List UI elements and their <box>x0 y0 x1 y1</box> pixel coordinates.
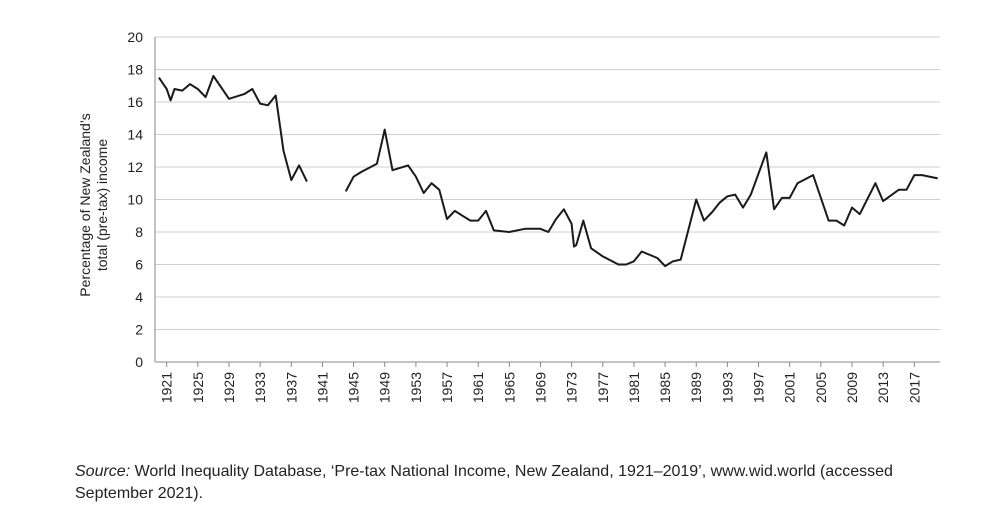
x-tick-label: 1989 <box>688 372 704 403</box>
data-series <box>158 75 938 268</box>
x-tick-label: 1929 <box>221 372 237 403</box>
source-text: World Inequality Database, ‘Pre-tax Nati… <box>75 463 893 502</box>
y-tick-label: 4 <box>135 289 143 305</box>
series-line-segment-2 <box>344 128 938 268</box>
x-tick-label: 2009 <box>844 372 860 403</box>
y-tick-label: 14 <box>127 127 143 143</box>
x-tick-label: 1969 <box>532 372 548 403</box>
x-tick-label: 1957 <box>439 372 455 403</box>
y-tick-label: 18 <box>127 62 143 78</box>
x-tick-label: 1937 <box>283 372 299 403</box>
source-note: Source: World Inequality Database, ‘Pre-… <box>75 461 975 505</box>
axes <box>154 37 940 363</box>
x-tick-label: 1981 <box>626 372 642 403</box>
x-tick-label: 1973 <box>564 372 580 403</box>
gridlines <box>155 36 940 330</box>
source-label: Source: <box>75 463 131 480</box>
x-tick-label: 2001 <box>782 372 798 403</box>
y-axis-label-line-1: Percentage of New Zealand’s <box>77 113 93 296</box>
x-tick-label: 1933 <box>252 372 268 403</box>
x-tick-label: 1993 <box>719 372 735 403</box>
x-tick-label: 2013 <box>875 372 891 403</box>
y-tick-label: 10 <box>127 192 143 208</box>
x-tick-label: 1997 <box>751 372 767 403</box>
x-tick-label: 2005 <box>813 372 829 403</box>
y-axis-label-line-2: total (pre-tax) income <box>94 139 110 271</box>
x-tick-label: 1945 <box>346 372 362 403</box>
x-tick-label: 1985 <box>657 372 673 403</box>
y-tick-label: 6 <box>135 257 143 273</box>
x-tick-label: 1949 <box>377 372 393 403</box>
x-tick-labels: 1921 1925 1929 1933 1937 1941 1945 1949 1953 1957… <box>159 362 922 403</box>
x-tick-label: 2017 <box>906 372 922 403</box>
x-tick-label: 1953 <box>408 372 424 403</box>
y-tick-label: 2 <box>135 322 143 338</box>
y-tick-labels: 0 2 4 6 8 10 12 14 16 18 20 <box>127 29 143 370</box>
y-tick-label: 0 <box>135 354 143 370</box>
series-line-segment-1 <box>158 75 308 183</box>
x-tick-label: 1961 <box>470 372 486 403</box>
x-tick-label: 1941 <box>314 372 330 403</box>
x-tick-label: 1965 <box>501 372 517 403</box>
y-tick-label: 20 <box>127 29 143 45</box>
x-tick-label: 1977 <box>595 372 611 403</box>
y-tick-label: 8 <box>135 224 143 240</box>
y-tick-label: 16 <box>127 94 143 110</box>
x-tick-label: 1921 <box>159 372 175 403</box>
y-tick-label: 12 <box>127 159 143 175</box>
x-tick-label: 1925 <box>190 372 206 403</box>
